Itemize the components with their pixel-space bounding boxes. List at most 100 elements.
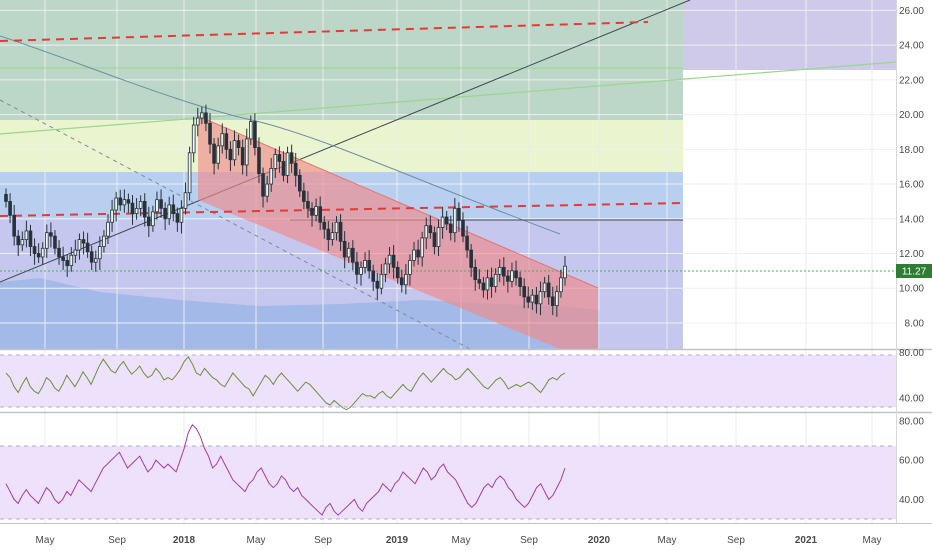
- candle-body: [322, 221, 327, 230]
- candle-body: [98, 246, 102, 260]
- candle-body: [220, 133, 225, 147]
- osc2-tick-label: 40.00: [899, 495, 924, 506]
- candle-body: [518, 277, 522, 287]
- osc1-tick-label: 80.00: [899, 348, 924, 359]
- candle-body: [497, 266, 502, 275]
- candle-body: [130, 202, 135, 214]
- candle-body: [265, 183, 269, 197]
- time-tick-label: May: [247, 535, 266, 546]
- candle-body: [546, 282, 551, 298]
- candle-body: [4, 194, 8, 202]
- candle-body: [155, 199, 159, 213]
- last-price-tag: 11.27: [896, 264, 932, 278]
- candle-body: [404, 273, 408, 286]
- candle-body: [506, 275, 510, 282]
- candle-body: [493, 273, 498, 287]
- candle-body: [61, 256, 65, 261]
- candle-body: [36, 253, 41, 258]
- osc1-tick-label: 40.00: [899, 394, 924, 405]
- candle-body: [20, 239, 25, 246]
- time-tick-label: Sep: [314, 535, 332, 546]
- candle-body: [171, 204, 176, 214]
- candle-body: [555, 291, 559, 306]
- candle-body: [224, 133, 229, 150]
- candle-body: [253, 121, 257, 148]
- candle-body: [338, 221, 343, 242]
- candle-body: [183, 192, 188, 209]
- candle-body: [134, 207, 139, 214]
- candle-body: [208, 122, 212, 145]
- time-axis[interactable]: May Sep 2018 May Sep 2019 May Sep 2020 May Sep 2021…: [36, 535, 882, 546]
- candle-body: [379, 273, 384, 289]
- price-tick-label: 26.00: [899, 6, 924, 17]
- osc2-tick-label: 80.00: [899, 416, 924, 427]
- candle-body: [8, 201, 12, 216]
- candle-body: [391, 254, 396, 268]
- candle-body: [457, 207, 461, 221]
- time-tick-label: 2020: [588, 535, 611, 546]
- candle-body: [244, 138, 249, 166]
- candle-body: [534, 294, 539, 305]
- osc2-tick-label: 60.00: [899, 456, 924, 467]
- time-tick-label: Sep: [727, 535, 745, 546]
- candle-body: [326, 228, 331, 241]
- candle-body: [147, 216, 151, 227]
- candle-body: [342, 240, 347, 258]
- candle-body: [538, 291, 543, 305]
- candle-body: [395, 266, 400, 279]
- candle-body: [232, 140, 237, 161]
- candle-body: [314, 206, 318, 216]
- candle-body: [212, 143, 216, 164]
- osc2-line: [5, 423, 566, 516]
- candle-body: [16, 235, 21, 246]
- candle-body: [412, 249, 416, 261]
- price-tick-label: 24.00: [899, 41, 924, 52]
- candle-body: [126, 199, 131, 204]
- candle-body: [285, 152, 290, 176]
- candle-body: [461, 220, 465, 237]
- price-axis[interactable]: 26.00 24.00 22.00 20.00 18.00 16.00 14.00 12.00…: [899, 6, 924, 506]
- candle-body: [73, 249, 78, 256]
- candle-body: [444, 216, 449, 225]
- candle-body: [151, 211, 155, 227]
- time-tick-label: May: [863, 535, 882, 546]
- candle-body: [351, 247, 355, 263]
- time-tick-label: Sep: [520, 535, 538, 546]
- candle-body: [216, 145, 220, 164]
- candle-body: [420, 237, 424, 258]
- time-tick-label: 2021: [795, 535, 818, 546]
- osc1-line: [5, 356, 566, 411]
- candle-body: [28, 230, 33, 247]
- candle-body: [306, 201, 310, 209]
- candle-body: [289, 152, 294, 164]
- candle-body: [240, 147, 245, 166]
- osc1-band: [0, 355, 896, 407]
- candle-body: [387, 254, 392, 265]
- candle-body: [257, 147, 261, 175]
- candle-body: [57, 247, 61, 258]
- candle-body: [102, 235, 106, 247]
- candle-body: [106, 221, 110, 237]
- candle-body: [277, 154, 282, 162]
- candle-body: [12, 214, 16, 237]
- candle-body: [432, 232, 437, 247]
- red-dashed-resistance-top: [0, 21, 649, 42]
- candle-body: [228, 148, 233, 161]
- candle-body: [371, 270, 376, 282]
- zone-lavender-right-top: [683, 0, 896, 70]
- candle-body: [334, 221, 339, 234]
- candle-body: [179, 207, 184, 223]
- candle-body: [550, 296, 555, 306]
- candle-body: [530, 294, 535, 303]
- candle-body: [122, 199, 127, 206]
- candle-body: [481, 282, 486, 291]
- candle-body: [281, 161, 286, 176]
- candle-body: [436, 227, 441, 247]
- candle-body: [89, 251, 94, 263]
- candle-body: [453, 207, 457, 234]
- time-tick-label: May: [658, 535, 677, 546]
- candle-body: [448, 223, 453, 234]
- price-tick-label: 10.00: [899, 284, 924, 295]
- oscillator-1-pane: [0, 354, 896, 411]
